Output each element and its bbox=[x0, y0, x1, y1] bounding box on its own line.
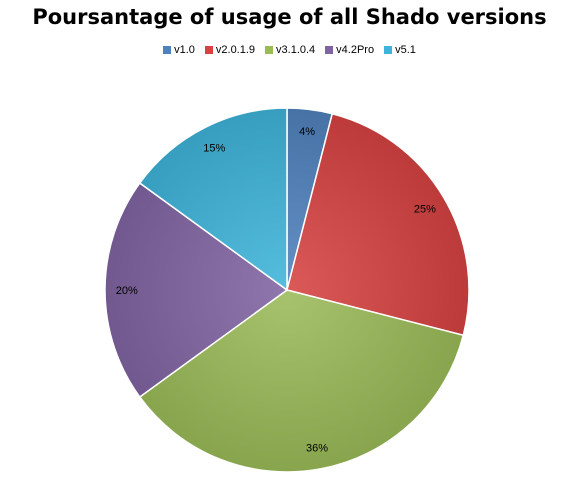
pie-slice-v2-0-1-9 bbox=[286, 112, 470, 337]
legend-swatch bbox=[163, 46, 172, 54]
chart-title: Poursantage of usage of all Shado versio… bbox=[32, 5, 547, 29]
legend-item-2: v3.1.0.4 bbox=[265, 44, 315, 56]
legend-swatch bbox=[204, 46, 213, 54]
legend-swatch bbox=[325, 46, 334, 54]
legend-swatch bbox=[265, 46, 274, 54]
pie-slice-v4-2Pro bbox=[104, 181, 289, 399]
legend-item-0: v1.0 bbox=[163, 44, 195, 56]
legend-item-4: v5.1 bbox=[384, 44, 416, 56]
pie-slice-v3-1-0-4 bbox=[138, 289, 465, 473]
data-label: 36% bbox=[306, 442, 328, 454]
legend-label: v5.1 bbox=[395, 44, 416, 56]
data-label: 25% bbox=[414, 204, 436, 216]
data-label: 4% bbox=[299, 126, 315, 138]
data-label: 20% bbox=[116, 285, 138, 297]
pie-slice-v5-1 bbox=[138, 107, 288, 292]
data-label: 15% bbox=[203, 142, 225, 154]
legend-item-1: v2.0.1.9 bbox=[204, 44, 256, 56]
legend-item-3: v4.2Pro bbox=[325, 44, 374, 56]
legend-label: v2.0.1.9 bbox=[215, 44, 256, 56]
legend-swatch bbox=[384, 46, 393, 54]
legend-label: v1.0 bbox=[174, 44, 195, 56]
legend-label: v3.1.0.4 bbox=[276, 44, 316, 56]
legend: v1.0 v2.0.1.9 v3.1.0.4 v4.2Pro v5.1 bbox=[0, 44, 579, 56]
legend-label: v4.2Pro bbox=[336, 44, 375, 56]
